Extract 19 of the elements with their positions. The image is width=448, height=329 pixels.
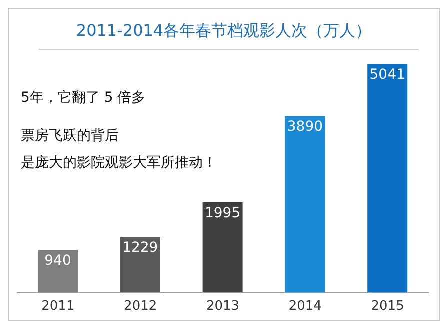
x-tick-label: 2014 bbox=[288, 299, 322, 314]
annotation: 票房飞跃的背后 bbox=[21, 127, 119, 145]
bar bbox=[285, 116, 326, 293]
bar bbox=[120, 237, 160, 293]
data-label: 940 bbox=[44, 253, 72, 270]
x-tick-label: 2013 bbox=[206, 299, 240, 314]
data-label: 3890 bbox=[287, 119, 324, 136]
data-label: 1229 bbox=[122, 240, 158, 256]
data-label: 1995 bbox=[204, 205, 241, 222]
chart-title: 2011-2014各年春节档观影人次（万人） bbox=[75, 21, 373, 42]
x-tick-label: 2015 bbox=[371, 299, 404, 314]
data-label: 5041 bbox=[370, 66, 406, 83]
bar bbox=[202, 202, 243, 293]
annotation: 是庞大的影院观影大军所推动！ bbox=[21, 154, 217, 172]
bar bbox=[368, 64, 408, 293]
x-tick-label: 2011 bbox=[42, 299, 75, 314]
annotation: 5年，它翻了 5 倍多 bbox=[21, 89, 146, 107]
x-tick-label: 2012 bbox=[124, 299, 158, 314]
bar bbox=[38, 250, 78, 293]
